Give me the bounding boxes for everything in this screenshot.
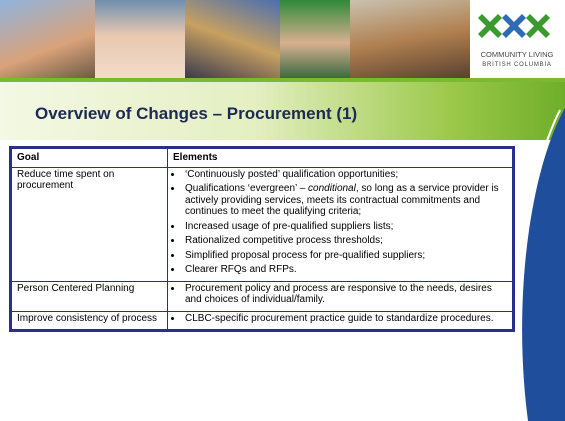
header-cell: Elements bbox=[167, 147, 514, 168]
logo-line: BRITISH COLUMBIA bbox=[482, 62, 551, 68]
blue-curve bbox=[522, 108, 565, 421]
elements-list: ‘Continuously posted’ qualification oppo… bbox=[173, 169, 507, 276]
text-segment: Procurement policy and process are respo… bbox=[185, 282, 492, 306]
element-item: Simplified proposal process for pre-qual… bbox=[183, 250, 507, 262]
element-item: CLBC-specific procurement practice guide… bbox=[183, 313, 507, 325]
logo-line: COMMUNITY LIVING bbox=[481, 50, 554, 59]
text-segment: Rationalized competitive process thresho… bbox=[185, 235, 383, 246]
table-row: Person Centered Planning Procurement poli… bbox=[10, 280, 514, 312]
logo: COMMUNITY LIVING BRITISH COLUMBIA bbox=[470, 0, 565, 78]
title-band bbox=[0, 78, 565, 140]
curve-edge bbox=[518, 109, 561, 421]
photo bbox=[185, 0, 280, 78]
logo-figures bbox=[478, 14, 550, 38]
elements-list: Procurement policy and process are respo… bbox=[173, 283, 507, 306]
element-item: Increased usage of pre-qualified supplie… bbox=[183, 221, 507, 233]
element-item: Procurement policy and process are respo… bbox=[183, 283, 507, 306]
photo bbox=[0, 0, 95, 78]
elements-list: CLBC-specific procurement practice guide… bbox=[173, 313, 507, 325]
header-cell: Goal bbox=[10, 147, 168, 168]
text-segment: conditional bbox=[308, 183, 356, 194]
text-segment: Clearer RFQs and RFPs. bbox=[185, 264, 297, 275]
goal-cell: Person Centered Planning bbox=[10, 280, 168, 312]
elements-cell: Procurement policy and process are respo… bbox=[167, 280, 514, 312]
table-row: Improve consistency of process CLBC-speci… bbox=[10, 310, 514, 331]
goal-cell: Improve consistency of process bbox=[10, 310, 168, 331]
elements-cell: CLBC-specific procurement practice guide… bbox=[167, 310, 514, 331]
text-segment: Qualifications ‘evergreen’ – bbox=[185, 183, 309, 194]
element-item: ‘Continuously posted’ qualification oppo… bbox=[183, 169, 507, 181]
photo bbox=[280, 0, 350, 78]
text-segment: Increased usage of pre-qualified supplie… bbox=[185, 220, 394, 232]
slide-title: Overview of Changes – Procurement (1) bbox=[35, 104, 358, 123]
element-item: Clearer RFQs and RFPs. bbox=[183, 264, 507, 276]
photo bbox=[350, 0, 470, 78]
text-segment: Simplified proposal process for pre-qual… bbox=[185, 249, 426, 261]
procurement-table: Goal Elements Reduce time spent on procu… bbox=[9, 146, 515, 332]
text-segment: ‘Continuously posted’ qualification oppo… bbox=[185, 168, 399, 180]
text-segment: CLBC-specific procurement practice guide… bbox=[185, 312, 494, 324]
goal-cell: Reduce time spent on procurement bbox=[10, 166, 168, 282]
elements-cell: ‘Continuously posted’ qualification oppo… bbox=[167, 166, 514, 282]
photo bbox=[95, 0, 185, 78]
element-item: Rationalized competitive process thresho… bbox=[183, 235, 507, 247]
element-item: Qualifications ‘evergreen’ – conditional… bbox=[183, 183, 507, 218]
table-row: Reduce time spent on procurement ‘Continu… bbox=[10, 166, 514, 282]
text-segment: , so long as a service provider is activ… bbox=[185, 183, 499, 217]
